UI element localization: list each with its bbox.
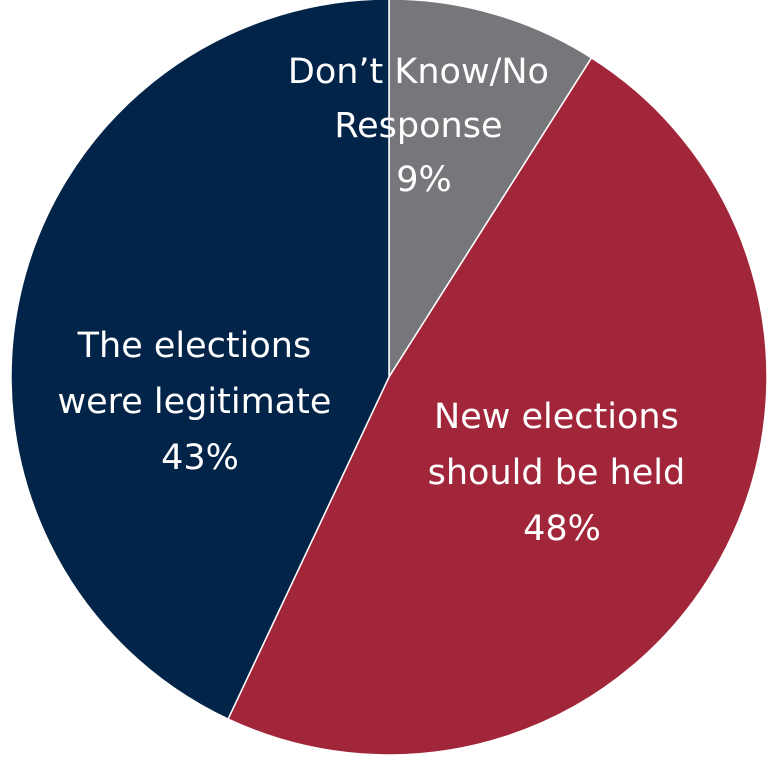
slice-label-new-elections: New elections should be held 48% xyxy=(428,397,697,549)
slice-label-dont-know-value: 9% xyxy=(396,160,452,200)
slice-legitimate xyxy=(10,0,390,721)
slice-label-legitimate-line-1: The elections xyxy=(77,326,312,366)
slice-label-new-elections-line-2: should be held xyxy=(428,453,686,493)
pie-labels: Don’t Know/No Response 9% New elections … xyxy=(57,52,697,549)
slice-label-new-elections-value: 48% xyxy=(523,509,601,549)
slice-label-legitimate: The elections were legitimate 43% xyxy=(57,326,342,478)
slice-label-new-elections-line-1: New elections xyxy=(434,397,679,437)
slice-label-legitimate-value: 43% xyxy=(161,438,239,478)
pie-slices xyxy=(10,0,768,756)
slice-new-elections xyxy=(227,56,768,756)
slice-label-dont-know: Don’t Know/No Response 9% xyxy=(288,52,560,200)
slice-label-dont-know-line-1: Don’t Know/No xyxy=(288,52,549,92)
slice-dont-know xyxy=(388,0,593,380)
slice-label-legitimate-line-2: were legitimate xyxy=(57,382,331,422)
slice-label-dont-know-line-2: Response xyxy=(334,106,502,146)
